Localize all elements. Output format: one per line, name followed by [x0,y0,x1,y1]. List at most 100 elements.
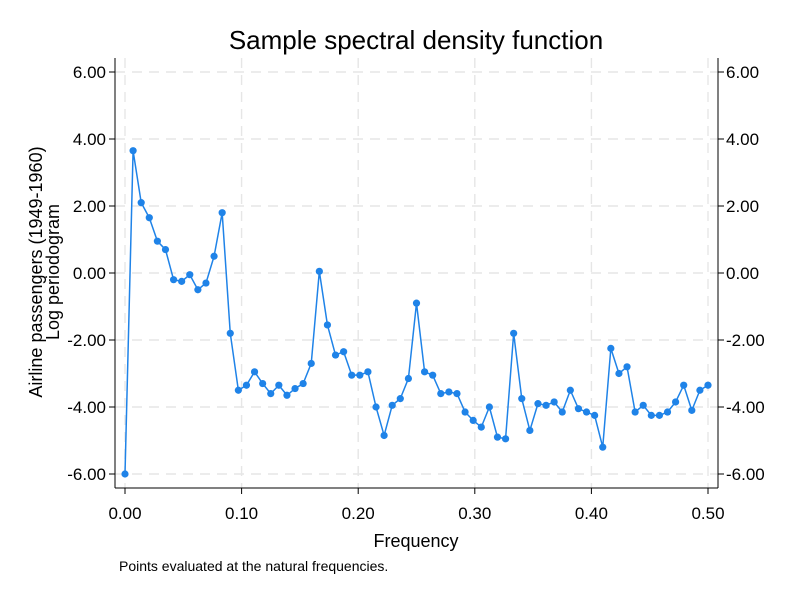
data-point-6 [169,276,178,284]
y-tick-label-right-2: -2.00 [726,331,765,350]
y-tick-label-left-2: -2.00 [67,331,106,350]
data-point-24 [315,267,323,275]
data-point-66 [655,411,664,419]
data-point-21 [291,384,299,393]
data-point-64 [639,401,647,409]
grid-lines [115,58,718,488]
x-tick-label-2: 0.20 [342,504,375,523]
data-point-15 [242,381,251,389]
data-point-29 [356,371,364,379]
y-tick-label-left-0: -6.00 [67,465,106,484]
data-point-7 [178,277,186,285]
data-point-19 [275,381,283,389]
data-point-51 [534,400,542,408]
y-tick-label-right-1: -4.00 [726,398,765,417]
data-point-50 [526,426,534,435]
data-point-56 [574,405,583,413]
y-tick-label-right-4: 2.00 [726,197,759,216]
data-point-58 [591,411,599,419]
data-point-39 [437,390,445,398]
data-point-14 [234,386,242,394]
x-tick-label-5: 0.50 [691,504,724,523]
data-point-54 [558,408,566,416]
data-point-35 [404,374,413,383]
x-tick-label-1: 0.10 [225,504,258,523]
data-point-18 [267,390,275,398]
data-point-10 [202,279,210,287]
data-point-55 [566,386,574,394]
data-point-69 [680,381,688,389]
series-log-periodogram [121,147,712,478]
data-point-62 [623,363,631,371]
data-point-1 [129,147,137,155]
data-point-2 [137,199,145,207]
y-axis-right: -6.00 -4.00 -2.00 0.00 2.00 4.00 6.00 [718,63,765,484]
data-point-41 [453,390,461,398]
data-point-63 [631,408,639,416]
data-point-27 [340,348,348,356]
data-point-32 [380,431,388,440]
data-point-72 [704,381,712,389]
y-tick-label-left-5: 4.00 [73,130,106,149]
y-tick-label-left-6: 6.00 [73,63,106,82]
data-point-70 [688,406,696,414]
data-point-13 [226,329,234,337]
y-tick-label-right-6: 6.00 [726,63,759,82]
data-point-53 [550,398,558,406]
y-tick-label-left-3: 0.00 [73,264,106,283]
data-point-45 [485,403,493,411]
y-axis-left: -6.00 -4.00 -2.00 0.00 2.00 4.00 6.00 [67,63,115,484]
data-point-71 [696,386,704,394]
data-point-0 [121,470,129,478]
data-point-52 [542,401,550,409]
data-point-11 [210,252,218,260]
data-point-33 [388,401,396,409]
data-point-43 [469,416,477,424]
data-point-48 [510,329,518,337]
data-point-37 [420,368,429,376]
data-point-65 [647,411,655,419]
data-point-16 [250,368,259,376]
x-tick-label-3: 0.30 [458,504,491,523]
data-point-46 [493,433,502,441]
y-tick-label-right-5: 4.00 [726,130,759,149]
data-point-26 [331,351,340,359]
data-point-9 [194,286,202,294]
y-axis-label: Airline passengers (1949-1960) Log perio… [26,146,63,397]
data-point-4 [153,237,161,245]
chart-title: Sample spectral density function [229,25,603,55]
data-point-67 [663,408,672,416]
data-point-42 [461,408,469,416]
data-point-44 [477,423,485,431]
data-point-36 [412,299,421,307]
data-point-12 [218,209,226,217]
y-tick-label-right-0: -6.00 [726,465,765,484]
y-axis-label-line-2: Log periodogram [43,204,63,340]
series-line-0 [124,149,709,475]
x-axis-label: Frequency [373,531,458,551]
data-point-61 [615,369,623,378]
data-point-31 [372,403,380,411]
data-point-68 [672,398,680,406]
data-point-47 [501,435,510,443]
y-tick-label-left-1: -4.00 [67,398,106,417]
data-point-28 [348,371,356,379]
data-point-40 [445,388,453,396]
x-axis: 0.00 0.10 0.20 0.30 0.40 0.50 [108,488,725,523]
x-tick-label-0: 0.00 [108,504,141,523]
data-point-3 [145,214,153,222]
data-point-5 [161,245,170,254]
data-point-8 [186,271,194,279]
data-point-25 [323,321,332,329]
y-axis-label-line-1: Airline passengers (1949-1960) [26,146,46,397]
y-tick-label-left-4: 2.00 [73,197,106,216]
data-point-23 [307,359,315,368]
data-point-49 [518,395,526,403]
data-point-22 [299,379,307,388]
data-point-17 [259,379,267,388]
data-point-20 [283,391,291,399]
x-tick-label-4: 0.40 [575,504,608,523]
data-point-59 [599,443,607,451]
chart-note: Points evaluated at the natural frequenc… [119,558,388,574]
